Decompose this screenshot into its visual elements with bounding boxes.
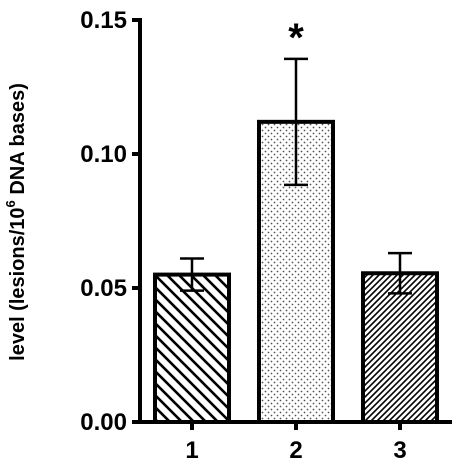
y-axis-label-superscript: 6	[3, 200, 18, 207]
y-ticks: 0.00 0.05 0.10 0.15	[80, 7, 140, 436]
y-axis-label-suffix: DNA bases)	[7, 83, 29, 200]
y-axis-label-prefix: level (lesions/10	[7, 207, 29, 360]
x-ticks: 1 2 3	[185, 422, 407, 464]
significance-asterisk: *	[288, 16, 304, 60]
y-tick-label: 0.00	[80, 409, 127, 436]
y-tick-label: 0.10	[80, 141, 127, 168]
annotations: *	[288, 16, 304, 60]
y-tick-label: 0.15	[80, 7, 127, 34]
y-tick-label: 0.05	[80, 275, 127, 302]
y-axis-label: level (lesions/106 DNA bases)	[3, 83, 29, 361]
bar-1	[153, 272, 231, 424]
x-tick-label-3: 3	[393, 437, 406, 462]
bars-layer	[153, 57, 439, 425]
x-tick-label-2: 2	[289, 437, 302, 462]
x-tick-label-1: 1	[185, 437, 198, 462]
bar-3	[361, 271, 439, 425]
